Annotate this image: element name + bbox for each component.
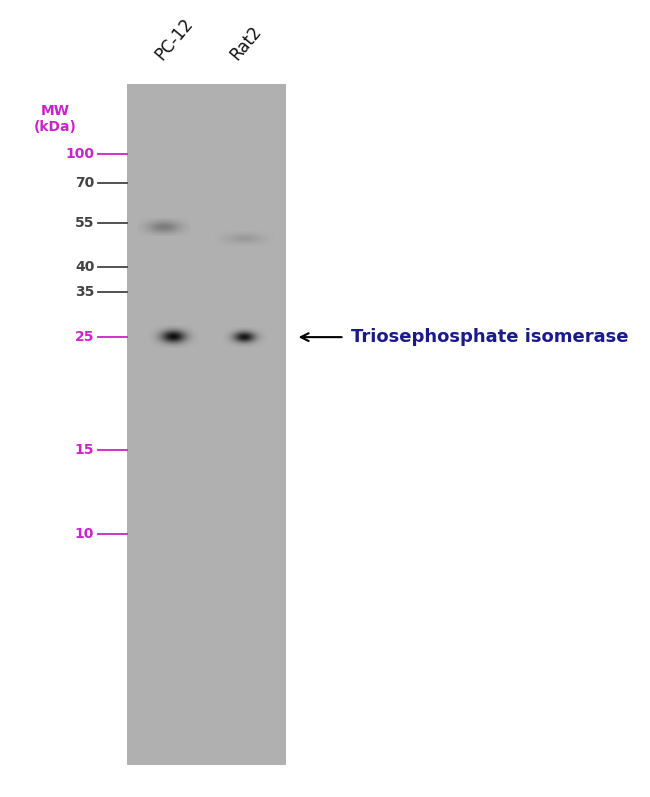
Text: 100: 100 [65,147,94,161]
Text: 35: 35 [75,285,94,300]
Text: 55: 55 [75,216,94,230]
Text: 40: 40 [75,260,94,274]
Text: 25: 25 [75,330,94,344]
Text: 70: 70 [75,176,94,190]
Text: Triosephosphate isomerase: Triosephosphate isomerase [351,328,629,346]
Text: Rat2: Rat2 [227,22,265,64]
Bar [127,84,286,765]
Text: 15: 15 [75,443,94,457]
Text: PC-12: PC-12 [152,15,197,64]
Text: 10: 10 [75,527,94,541]
Text: MW
(kDa): MW (kDa) [34,104,77,134]
